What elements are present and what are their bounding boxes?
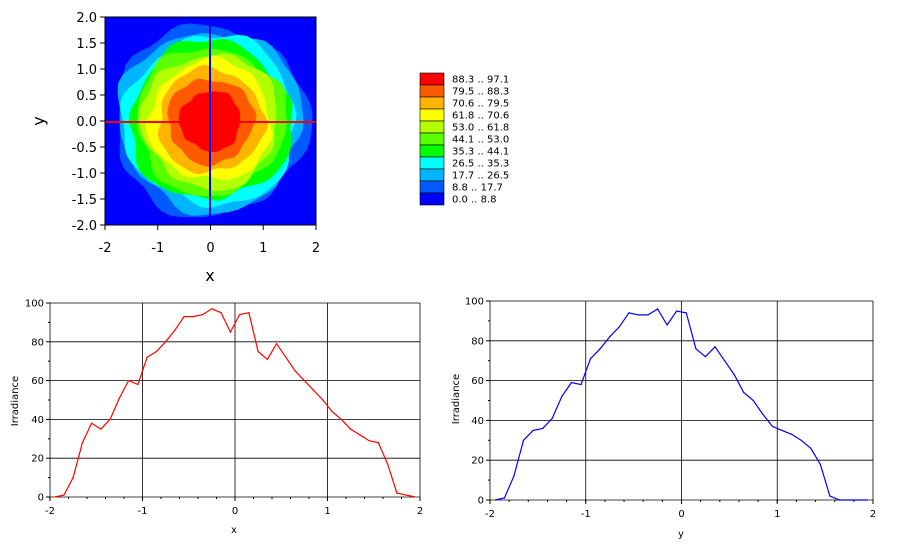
legend-label: 0.0 .. 8.8	[452, 195, 497, 206]
legend-label: 26.5 .. 35.3	[452, 159, 509, 170]
heatmap-axes: 2.0 1.5 1.0 0.5 0.0 -0.5 -1.0 -1.5 -2.0-2 -1 0 1 2	[72, 11, 321, 256]
x-tick-label: 0	[232, 506, 238, 517]
y-tick-label: 0	[478, 496, 484, 507]
heatmap-y-tick-label: -1.5	[72, 193, 97, 208]
y-tick-label: 80	[471, 336, 484, 347]
y-tick-label: 60	[471, 376, 484, 387]
profile-chart-y: 0 20 40 60 80 100 -2 -1 0 1 2 y Irradiance	[451, 297, 876, 541]
legend-label: 8.8 .. 17.7	[452, 183, 503, 194]
x-tick-label: 2	[417, 506, 423, 517]
heatmap-x-tick-label: -1	[151, 241, 164, 256]
legend-swatch	[419, 132, 445, 146]
profile-y-series-line	[494, 308, 869, 501]
legend-swatch	[419, 72, 445, 86]
heatmap-y-tick-label: 1.0	[76, 63, 97, 78]
legend-label: 35.3 .. 44.1	[452, 147, 509, 158]
y-tick-label: 20	[31, 454, 44, 465]
heatmap-x-tick-label: 2	[312, 241, 320, 256]
legend-swatch	[419, 96, 445, 110]
legend-label: 44.1 .. 53.0	[452, 135, 509, 146]
heatmap-y-tick-label: 0.0	[76, 115, 97, 130]
profile-x-y-axis-label: Irradiance	[10, 376, 21, 426]
y-tick-label: 100	[25, 299, 44, 310]
heatmap-y-axis-label: y	[29, 116, 48, 125]
legend-swatch	[419, 108, 445, 122]
y-tick-label: 80	[31, 337, 44, 348]
heatmap-legend: 88.3 .. 97.179.5 .. 88.370.6 .. 79.561.8…	[419, 72, 509, 206]
y-tick-label: 20	[471, 456, 484, 467]
heatmap-y-tick-label: -1.0	[72, 167, 97, 182]
legend-swatch	[419, 84, 445, 98]
profile-y-grid	[489, 300, 874, 501]
x-tick-label: -1	[138, 506, 148, 517]
legend-swatch	[419, 168, 445, 182]
profile-x-axis-label: x	[231, 525, 237, 536]
heatmap-y-tick-label: -2.0	[72, 219, 97, 234]
legend-swatch	[419, 192, 445, 206]
legend-swatch	[419, 180, 445, 194]
x-tick-label: -1	[581, 509, 591, 520]
profile-x-series-line	[54, 308, 416, 498]
heatmap-y-tick-label: 0.5	[76, 89, 97, 104]
legend-label: 79.5 .. 88.3	[452, 87, 509, 98]
profile-x-axes: 0 20 40 60 80 100 -2 -1 0 1 2	[25, 299, 423, 518]
y-tick-label: 60	[31, 376, 44, 387]
legend-swatch	[419, 156, 445, 170]
x-tick-label: -2	[485, 509, 495, 520]
profile-x-grid	[49, 302, 421, 498]
legend-label: 17.7 .. 26.5	[452, 171, 509, 182]
y-tick-label: 40	[31, 415, 44, 426]
profile-y-axes: 0 20 40 60 80 100 -2 -1 0 1 2	[465, 297, 876, 521]
heatmap-x-tick-label: 1	[259, 241, 267, 256]
legend-label: 53.0 .. 61.8	[452, 123, 509, 134]
heatmap-y-tick-label: 1.5	[76, 37, 97, 52]
legend-label: 61.8 .. 70.6	[452, 111, 509, 122]
y-tick-label: 0	[38, 493, 44, 504]
legend-swatch	[419, 144, 445, 158]
x-tick-label: 1	[774, 509, 780, 520]
x-tick-label: 1	[324, 506, 330, 517]
heatmap-x-tick-label: -2	[99, 241, 112, 256]
heatmap-x-tick-label: 0	[206, 241, 214, 256]
heatmap-contours	[117, 23, 313, 218]
legend-swatch	[419, 120, 445, 134]
heatmap-y-tick-label: -0.5	[72, 141, 97, 156]
heatmap-x-axis-label: x	[205, 266, 214, 285]
profile-chart-x: 0 20 40 60 80 100 -2 -1 0 1 2 x Irradiance	[10, 299, 423, 537]
x-tick-label: 2	[870, 509, 876, 520]
y-tick-label: 100	[465, 297, 484, 308]
heatmap-y-tick-label: 2.0	[76, 11, 97, 26]
profile-y-axis-label: y	[678, 529, 684, 540]
legend-label: 88.3 .. 97.1	[452, 75, 509, 86]
heatmap-panel: 2.0 1.5 1.0 0.5 0.0 -0.5 -1.0 -1.5 -2.0-2 -1 0 1 2 x…	[29, 11, 320, 285]
x-tick-label: -2	[45, 506, 55, 517]
legend-label: 70.6 .. 79.5	[452, 99, 509, 110]
profile-y-y-axis-label: Irradiance	[451, 374, 462, 424]
y-tick-label: 40	[471, 416, 484, 427]
x-tick-label: 0	[678, 509, 684, 520]
